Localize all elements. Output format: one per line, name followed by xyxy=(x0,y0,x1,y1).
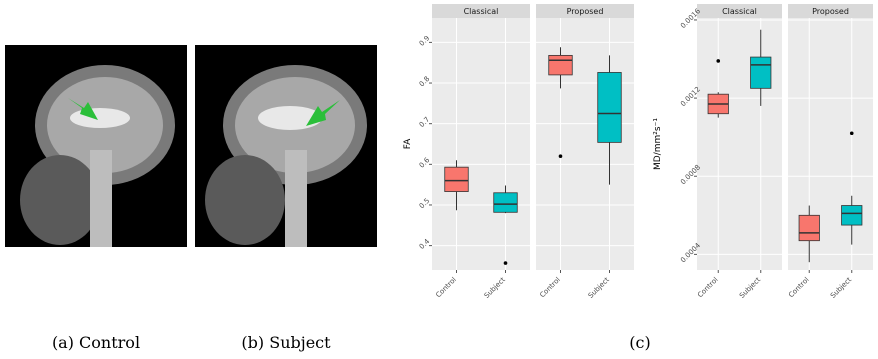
figure: (a) Control (b) Subject (c) Classical Con… xyxy=(0,0,878,359)
caption: (b) Subject xyxy=(241,333,331,352)
outlier xyxy=(559,154,563,158)
x-tick-label: Control xyxy=(434,276,458,300)
box xyxy=(751,57,771,88)
y-axis-label: FA xyxy=(403,138,413,149)
panel xyxy=(697,18,782,270)
y-tick-label: 0.7 xyxy=(418,115,432,129)
facet-title: Proposed xyxy=(567,7,604,16)
x-tick-label: Subject xyxy=(829,276,853,300)
outlier xyxy=(504,261,508,265)
y-axis-label: MD/mm²s⁻¹ xyxy=(653,118,663,170)
x-tick-label: Subject xyxy=(738,276,762,300)
facet-title: Classical xyxy=(464,7,499,16)
y-tick-label: 0.6 xyxy=(418,156,432,170)
facet-title: Proposed xyxy=(812,7,849,16)
y-tick-label: 0.4 xyxy=(418,237,432,251)
outlier xyxy=(850,131,854,135)
facet-title: Classical xyxy=(722,7,757,16)
y-tick-label: 0.9 xyxy=(418,34,432,48)
image-subject xyxy=(195,45,377,247)
x-tick-label: Control xyxy=(696,276,720,300)
outlier xyxy=(716,59,720,63)
y-tick-label: 0.5 xyxy=(418,197,432,211)
box xyxy=(445,167,469,191)
box xyxy=(842,206,862,226)
caption: (a) Control xyxy=(52,333,140,352)
x-tick-label: Subject xyxy=(587,276,611,300)
box xyxy=(799,215,819,240)
x-tick-label: Control xyxy=(787,276,811,300)
x-tick-label: Control xyxy=(538,276,562,300)
box xyxy=(494,193,518,213)
panel xyxy=(432,18,530,270)
image-control xyxy=(5,45,187,247)
x-tick-label: Subject xyxy=(483,276,507,300)
caption: (c) xyxy=(629,333,650,352)
box xyxy=(549,55,573,75)
box xyxy=(598,72,622,142)
y-tick-label: 0.8 xyxy=(418,75,432,89)
